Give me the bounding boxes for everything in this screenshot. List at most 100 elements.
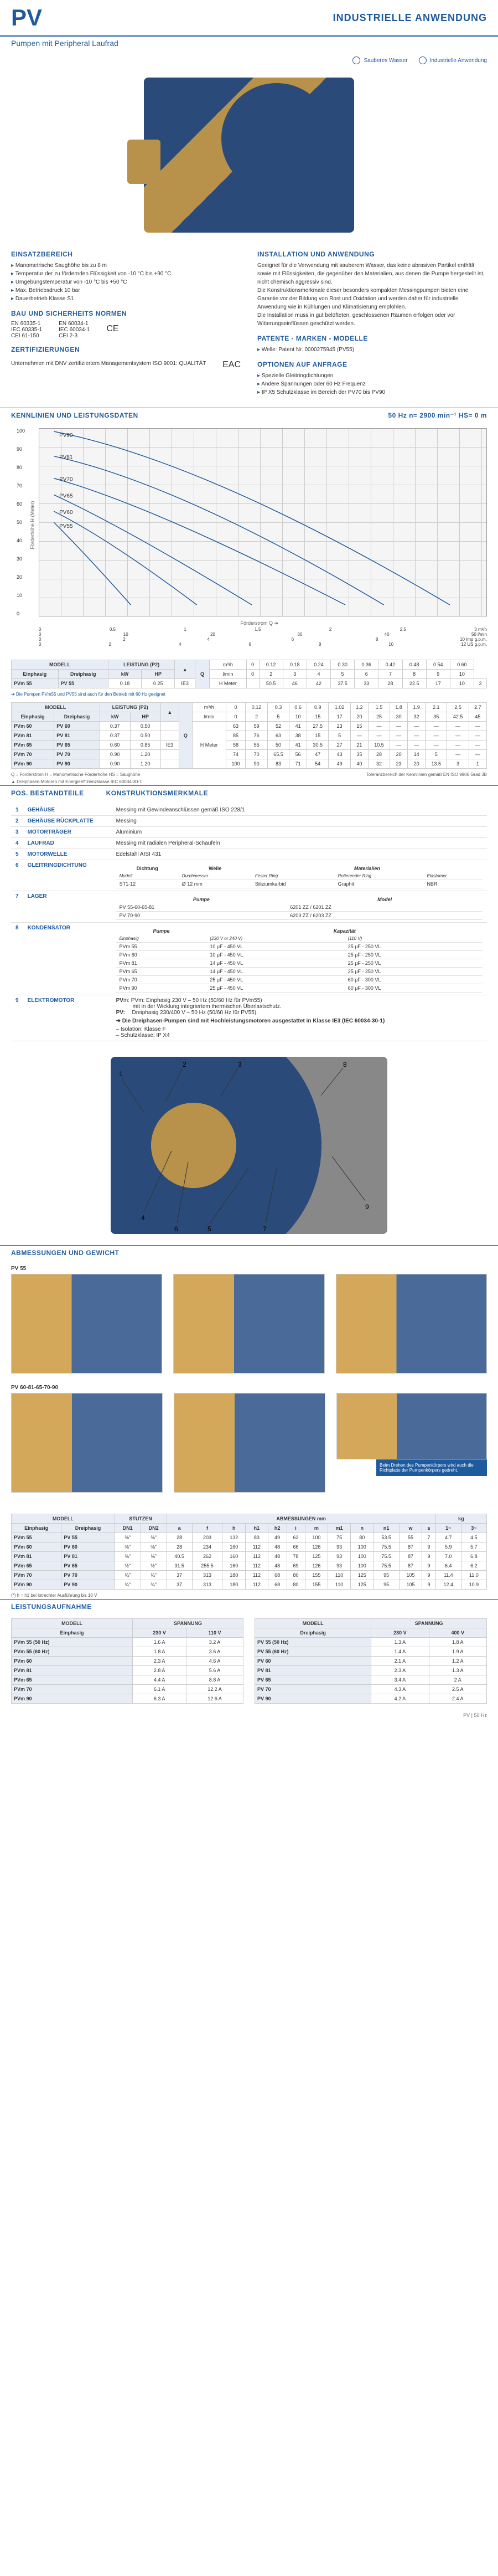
table2-note: ▲ Dreiphasen-Motoren mit Energieeffizien… <box>0 778 498 785</box>
part-row: 3MOTORTRÄGERAluminium <box>11 827 487 838</box>
dimension-table: MODELL STUTZEN ABMESSUNGEN mm kg Einphas… <box>11 1514 487 1590</box>
dim-drawing <box>336 1393 487 1459</box>
parts-bar: POS. BESTANDTEILE KONSTRUKTIONSMERKMALE <box>0 785 498 800</box>
svg-text:PV70: PV70 <box>59 476 73 482</box>
norm-item: CEI 61-150 <box>11 333 42 339</box>
y-ticks: 1009080706050403020100 <box>17 428 25 616</box>
table-row: PV 602.1 A1.2 A <box>255 1657 487 1666</box>
svg-text:5: 5 <box>208 1225 211 1233</box>
dim-group-1: PV 55 <box>11 1266 487 1272</box>
einsatz-title: EINSATZBEREICH <box>11 250 241 258</box>
table-row: PV 704.3 A2.5 A <box>255 1685 487 1694</box>
table-row: PV 904.2 A2.4 A <box>255 1694 487 1704</box>
power-table-right: MODELLSPANNUNG Dreiphasig230 V400 V PV 5… <box>255 1618 487 1704</box>
table-row: PVm 60PV 60⅜"⅜"2823416011248661269310075… <box>12 1542 487 1552</box>
table-row: PVm 55 (50 Hz)1.6 A3.2 A <box>12 1638 243 1647</box>
norm-item: CEI 2-3 <box>59 333 90 339</box>
svg-text:PV90: PV90 <box>59 433 73 439</box>
table-row: PVm 812.8 A5.6 A <box>12 1666 243 1675</box>
einsatz-list: Manometrische Saughöhe bis zu 8 m Temper… <box>11 261 241 303</box>
list-item: Welle: Patent Nr. 0000275945 (PV55) <box>257 346 487 354</box>
list-item: Umgebungstemperatur von -10 °C bis +50 °… <box>11 278 241 286</box>
leistung-bar: LEISTUNGSAUFNAHME <box>0 1599 498 1614</box>
dim-drawing <box>11 1274 162 1374</box>
svg-text:1: 1 <box>119 1070 123 1078</box>
norm-item: EN 60034-1 <box>59 321 90 327</box>
performance-curves: PV90 PV81 PV70 PV65 PV60 PV55 <box>39 429 486 616</box>
table1-note: ➜ Die Pumpen PVm55 und PV55 sind auch fü… <box>0 691 498 698</box>
svg-text:PV65: PV65 <box>59 493 73 499</box>
norm-item: IEC 60335-1 <box>11 327 42 333</box>
table-row: PVm 81PV 81⅜"⅜"40.5262160112487812593100… <box>12 1552 487 1561</box>
pump-photo <box>144 78 354 233</box>
table-row: PVm 602.3 A4.6 A <box>12 1657 243 1666</box>
info-columns: EINSATZBEREICH Manometrische Saughöhe bi… <box>0 244 498 408</box>
table-row: PVm 90PV 900.901.20100908371544940322320… <box>12 759 487 769</box>
x-axis-label: Förderstrom Q ➜ <box>241 620 279 626</box>
zert-title: ZERTIFIZIERUNGEN <box>11 346 241 353</box>
svg-text:PV81: PV81 <box>59 455 73 461</box>
table-row: PVm 90PV 90¾"¾"3731318011268801551101259… <box>12 1580 487 1590</box>
table-row: PVm 70PV 70¾"¾"3731318011268801551101259… <box>12 1571 487 1580</box>
table-row: PVm 70PV 700.901.20747065.55647433528201… <box>12 750 487 759</box>
icon-row: Sauberes Wasser Industrielle Anwendung <box>0 54 498 66</box>
table-legend-right: Toleranzbereich der Kennlinien gemäß EN … <box>366 772 487 777</box>
list-item: IP X5 Schutzklasse im Bereich der PV70 b… <box>257 388 487 397</box>
performance-table-1: MODELL LEISTUNG (P2) ▲ Q m³/h 00.120.180… <box>11 660 487 688</box>
left-col: EINSATZBEREICH Manometrische Saughöhe bi… <box>11 244 241 397</box>
svg-text:4: 4 <box>141 1214 145 1222</box>
kond-subtable: PumpeKapazität Einphasig(230 V or 240 V)… <box>116 927 483 993</box>
eac-logo: EAC <box>222 360 241 370</box>
water-icon-label: Sauberes Wasser <box>352 56 407 64</box>
dim-row-2: Beim Drehen des Pumpenkörpers wird auch … <box>11 1393 487 1493</box>
part-row-motor: 9 ELEKTROMOTOR PVm: PVm: Einphasig 230 V… <box>11 995 487 1041</box>
list-item: Andere Spannungen oder 60 Hz Frequenz <box>257 380 487 388</box>
table-row: PVm 81PV 810.370.5085766338155——————— <box>12 731 487 741</box>
list-item: Dauerbetrieb Klasse S1 <box>11 295 241 303</box>
th-q: Q <box>195 660 210 688</box>
dim-section: PV 55 PV 60-81-65-70-90 Beim Drehen des … <box>0 1260 498 1509</box>
svg-text:PV55: PV55 <box>59 523 73 529</box>
optionen-title: OPTIONEN AUF ANFRAGE <box>257 361 487 368</box>
zert-text: Unternehmen mit DNV zertifiziertem Manag… <box>11 359 211 368</box>
dim-drawing <box>11 1393 163 1493</box>
part-callouts: 1 2 3 4 5 6 7 8 9 <box>111 1057 387 1234</box>
table-legend: Q = Förderstrom H = Manometrische Förder… <box>11 772 140 777</box>
chart-area: Förderhöhe H (Meter) PV90 PV81 PV70 PV65… <box>0 423 498 655</box>
kennlinien-info: 50 Hz n= 2900 min⁻¹ HS= 0 m <box>388 412 487 419</box>
seal-subtable: DichtungWelleMaterialien ModellDurchmess… <box>116 865 483 888</box>
chart-box: PV90 PV81 PV70 PV65 PV60 PV55 <box>39 428 487 616</box>
part-row: 2GEHÄUSE RÜCKPLATTEMessing <box>11 816 487 827</box>
part-row-kond: 8 KONDENSATOR PumpeKapazität Einphasig(2… <box>11 923 487 995</box>
cutaway-image: 1 2 3 4 5 6 7 8 9 <box>111 1057 387 1234</box>
part-row: 5MOTORWELLEEdelstahl AISI 431 <box>11 849 487 860</box>
bau-title: BAU UND SICHERHEITS NORMEN <box>11 310 241 317</box>
table-row: PV 653.4 A2 A <box>255 1675 487 1685</box>
industrial-icon-label: Industrielle Anwendung <box>419 56 487 64</box>
abm-bar: ABMESSUNGEN UND GEWICHT <box>0 1245 498 1260</box>
hero-image-area <box>0 66 498 244</box>
industrial-title: INDUSTRIELLE ANWENDUNG <box>333 12 487 24</box>
motor-bold-note: ➜ Die Dreiphasen-Pumpen sind mit Hochlei… <box>116 1018 483 1024</box>
table-row: PVm 65PV 65½"½"31.5255.51601124869126931… <box>12 1561 487 1571</box>
th-leistung: LEISTUNG (P2) <box>108 660 174 670</box>
table-row: PVm 906.3 A12.6 A <box>12 1694 243 1704</box>
norm-grid: EN 60335-1 IEC 60335-1 CEI 61-150 EN 600… <box>11 321 241 339</box>
dim-group-2: PV 60-81-65-70-90 <box>11 1385 487 1391</box>
list-item: Max. Betriebsdruck 10 bar <box>11 286 241 295</box>
svg-text:PV60: PV60 <box>59 510 73 516</box>
install-title: INSTALLATION UND ANWENDUNG <box>257 250 487 258</box>
table-row: PVm 55 (60 Hz)1.8 A3.6 A <box>12 1647 243 1657</box>
svg-text:9: 9 <box>365 1203 369 1211</box>
svg-text:8: 8 <box>343 1061 347 1068</box>
industrial-icon <box>419 56 427 64</box>
table-row: PVm 706.1 A12.2 A <box>12 1685 243 1694</box>
dimtable-note: (*) h = h1 bei lotrechter Ausführung bis… <box>0 1592 498 1599</box>
table-row: PVm 654.4 A8.8 A <box>12 1675 243 1685</box>
part-row-lager: 7 LAGER PumpeModel PV 55-60-65-816201 ZZ… <box>11 891 487 923</box>
part-row-seal: 6 GLEITRINGDICHTUNG DichtungWelleMateria… <box>11 860 487 891</box>
q-unit: m³/h <box>210 660 247 670</box>
kennlinien-bar: KENNLINIEN UND LEISTUNGSDATEN 50 Hz n= 2… <box>0 408 498 423</box>
y-axis-label: Förderhöhe H (Meter) <box>30 501 35 549</box>
svg-text:6: 6 <box>174 1225 178 1233</box>
